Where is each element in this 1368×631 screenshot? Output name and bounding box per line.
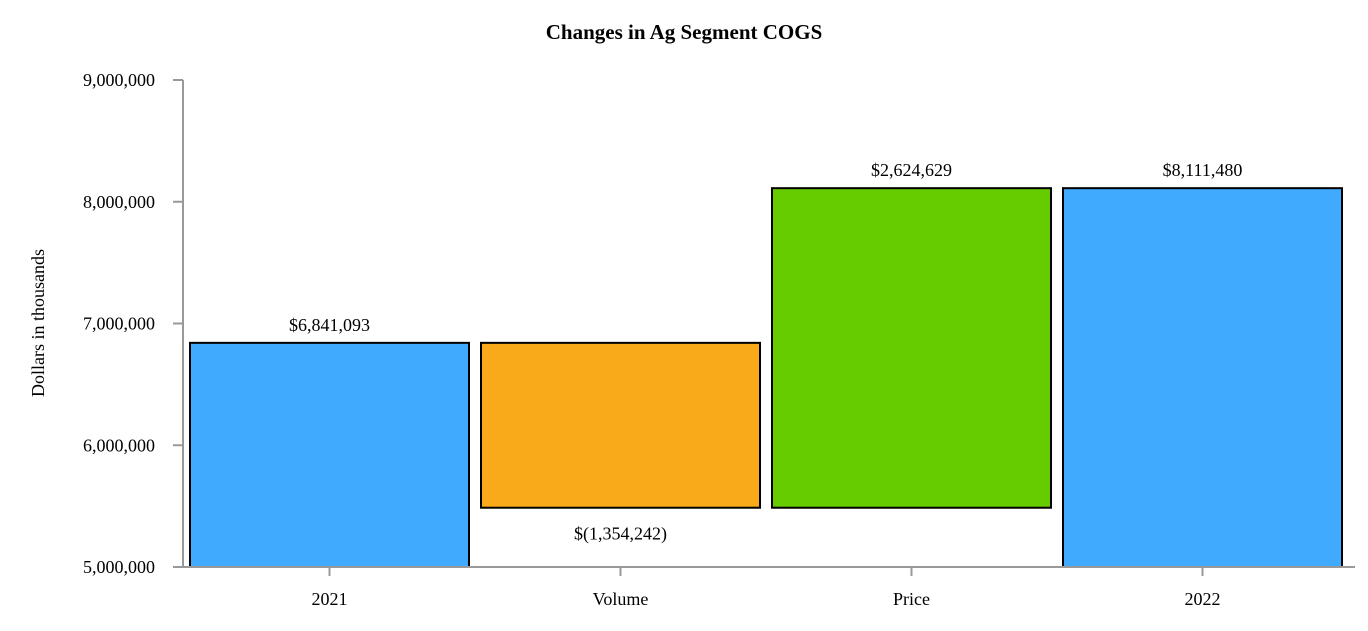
y-axis-label: Dollars in thousands xyxy=(28,249,48,397)
x-tick-label: 2022 xyxy=(1185,589,1221,609)
x-tick-label: Volume xyxy=(593,589,649,609)
data-label: $6,841,093 xyxy=(289,315,370,335)
bar-volume xyxy=(480,341,761,509)
bar-2021 xyxy=(189,341,470,568)
y-tick-label: 7,000,000 xyxy=(83,314,155,334)
chart-title: Changes in Ag Segment COGS xyxy=(546,20,823,44)
data-label: $(1,354,242) xyxy=(574,524,667,545)
y-tick-label: 5,000,000 xyxy=(83,557,155,577)
x-tick-label: Price xyxy=(893,589,930,609)
bar-2022 xyxy=(1062,187,1343,568)
bar-price xyxy=(771,187,1052,509)
y-tick-label: 8,000,000 xyxy=(83,192,155,212)
x-tick-label: 2021 xyxy=(312,589,348,609)
y-tick-label: 9,000,000 xyxy=(83,70,155,90)
y-tick-label: 6,000,000 xyxy=(83,435,155,455)
data-label: $8,111,480 xyxy=(1163,160,1243,180)
data-label: $2,624,629 xyxy=(871,160,952,180)
